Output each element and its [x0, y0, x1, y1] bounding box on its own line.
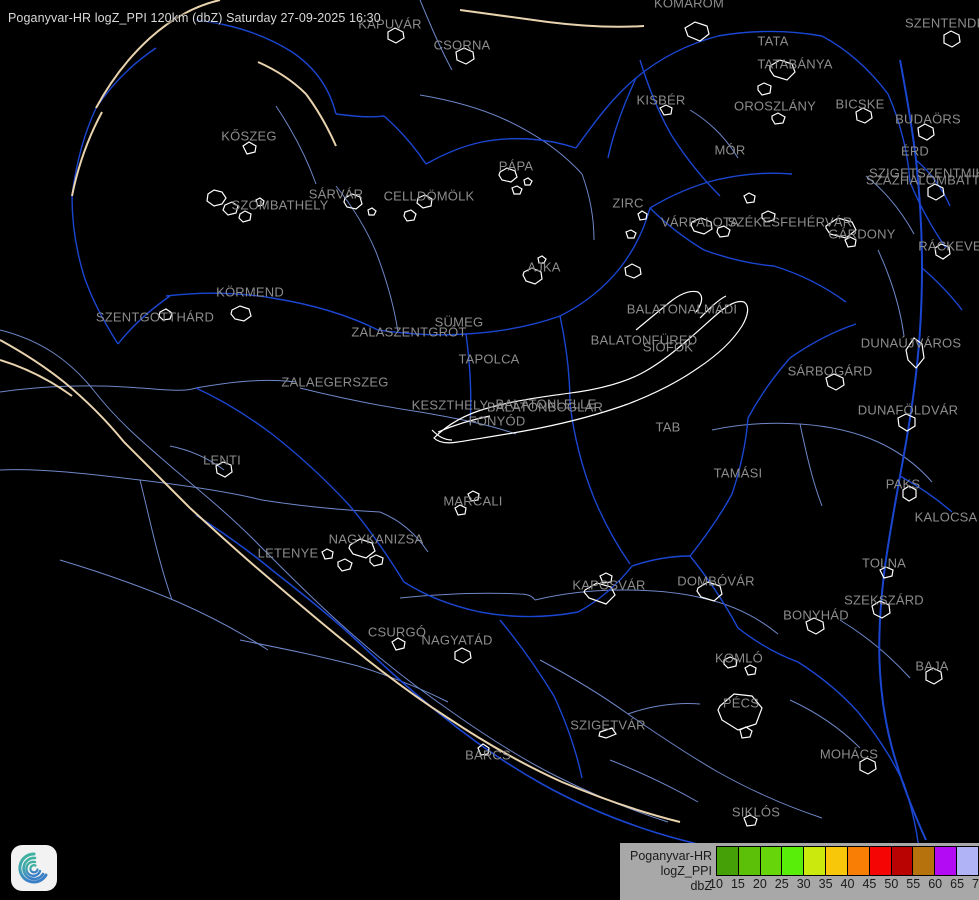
swirl-icon — [18, 852, 48, 884]
color-bar-tick-40: 40 — [840, 877, 855, 891]
color-bar-tick-20: 20 — [752, 877, 767, 891]
color-bar-cell-55 — [913, 847, 936, 875]
color-bar-cell-40 — [847, 847, 870, 875]
radar-swirl-logo[interactable] — [11, 845, 57, 891]
color-bar-cell-50 — [891, 847, 914, 875]
country-border-layer — [0, 0, 681, 823]
color-bar-ticks: 10 15 20 25 30 35 40 45 50 55 60 65 70 — [709, 876, 979, 896]
color-bar-tick-55: 55 — [906, 877, 921, 891]
color-bar-tick-70: 70 — [972, 877, 979, 891]
color-bar-tick-35: 35 — [818, 877, 833, 891]
lake-and-city-outline-layer — [158, 21, 961, 827]
color-bar — [716, 846, 979, 876]
color-bar-cell-25 — [782, 847, 805, 875]
color-bar-tick-65: 65 — [950, 877, 965, 891]
color-bar-tick-25: 25 — [774, 877, 789, 891]
color-bar-cell-65 — [957, 847, 978, 875]
legend-line-1: Poganyvar-HR — [630, 849, 712, 863]
color-bar-cell-30 — [804, 847, 827, 875]
color-bar-cell-35 — [826, 847, 848, 875]
color-bar-tick-60: 60 — [928, 877, 943, 891]
legend-line-3: dbZ — [690, 879, 712, 893]
legend-line-2: logZ_PPI — [660, 864, 712, 878]
color-bar-tick-10: 10 — [709, 877, 723, 891]
page-title: Poganyvar-HR logZ_PPI 120km (dbZ) Saturd… — [8, 11, 381, 25]
color-bar-tick-15: 15 — [730, 877, 745, 891]
color-bar-cell-15 — [738, 847, 761, 875]
color-bar-tick-45: 45 — [862, 877, 877, 891]
color-bar-cell-20 — [760, 847, 783, 875]
legend-caption: Poganyvar-HR logZ_PPI dbZ — [620, 843, 716, 900]
color-bar-cell-10 — [717, 847, 739, 875]
legend-scale: 10 15 20 25 30 35 40 45 50 55 60 65 70 — [709, 843, 979, 900]
color-bar-tick-30: 30 — [796, 877, 811, 891]
color-bar-tick-50: 50 — [884, 877, 899, 891]
color-bar-cell-45 — [869, 847, 892, 875]
county-border-layer — [71, 19, 963, 861]
color-bar-cell-60 — [935, 847, 958, 875]
color-scale-legend: Poganyvar-HR logZ_PPI dbZ 10 15 20 25 30 35 40… — [620, 843, 979, 900]
